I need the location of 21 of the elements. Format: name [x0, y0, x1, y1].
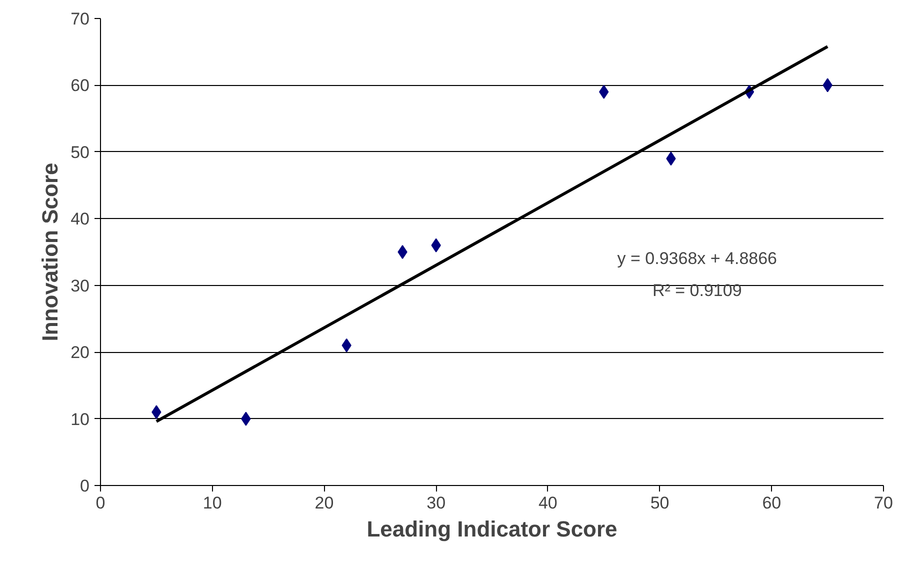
y-axis-title: Innovation Score: [38, 162, 63, 342]
x-tick-label: 10: [202, 494, 222, 512]
y-tick-label: 30: [70, 276, 90, 296]
x-tick-label: 50: [650, 494, 670, 512]
point: [398, 245, 408, 259]
annotation: R² = 0.9109: [652, 280, 742, 300]
annotation: y = 0.9368x + 4.8866: [617, 249, 778, 268]
y-tick-label: 0: [80, 476, 90, 496]
x-axis-title: Leading Indicator Score: [366, 516, 618, 542]
x-tick-label: 30: [426, 494, 446, 512]
y-tick-label: 20: [70, 343, 90, 362]
x-tick-label: 40: [538, 494, 558, 512]
y-tick-label: 60: [70, 76, 90, 96]
x-tick-label: 0: [96, 494, 106, 512]
y-tick-label: 70: [70, 10, 90, 28]
y-tick-label: 50: [70, 142, 90, 162]
y-tick-label: 10: [70, 410, 90, 429]
x-tick-label: 20: [314, 494, 334, 512]
x-tick-label: 70: [874, 494, 893, 512]
x-tick-label: 60: [762, 494, 782, 512]
y-tick-label: 40: [70, 210, 90, 229]
